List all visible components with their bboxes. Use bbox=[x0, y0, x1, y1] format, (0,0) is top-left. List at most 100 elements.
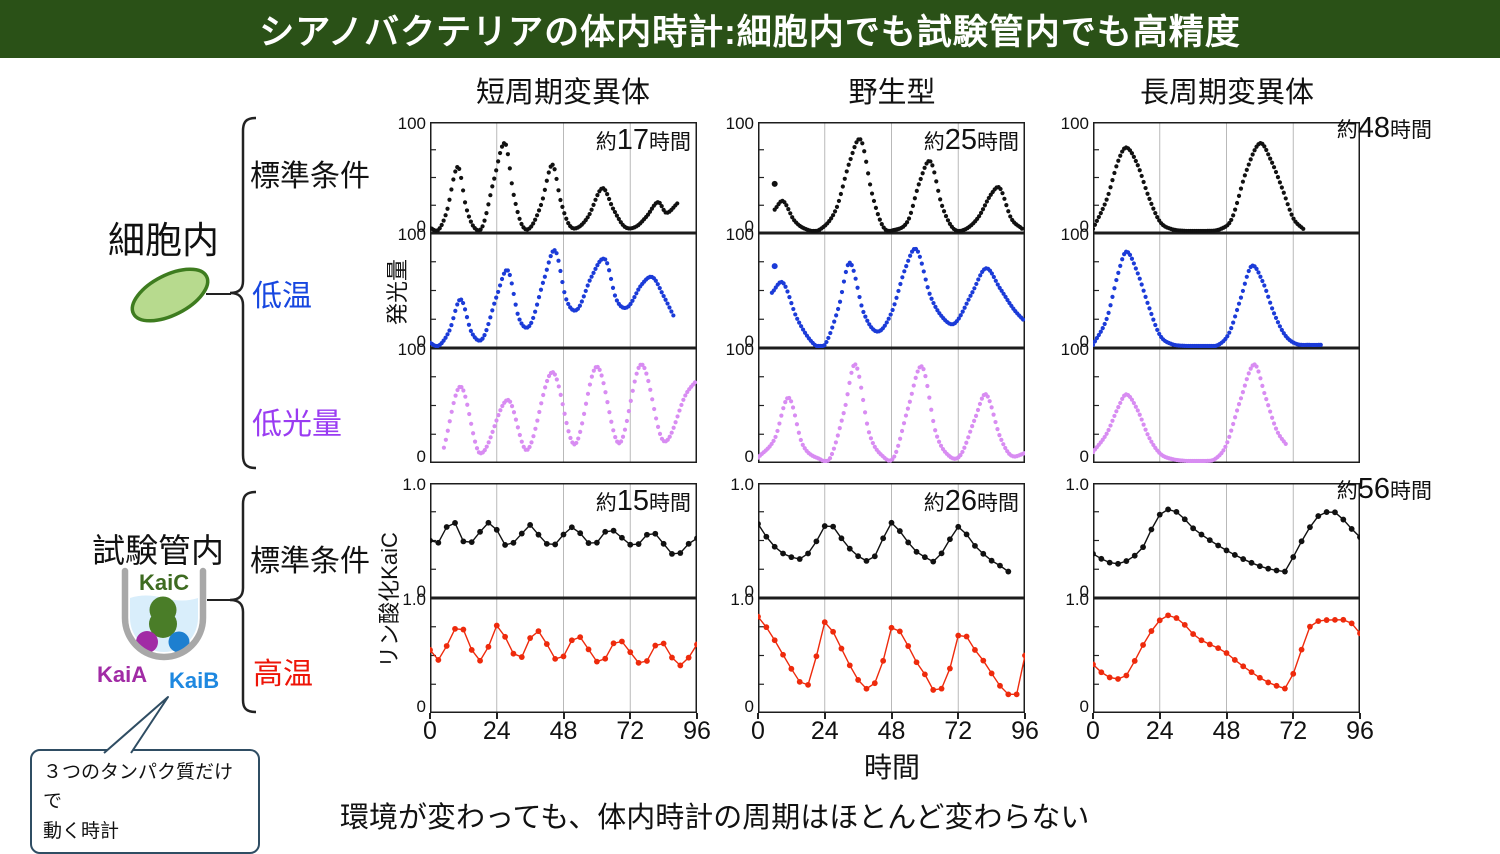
period-annotation: 約15時間 bbox=[595, 485, 691, 517]
y-tick-max: 1.0 bbox=[1065, 590, 1089, 609]
x-tick-mark bbox=[562, 713, 565, 719]
y-tick-min: 0 bbox=[744, 582, 754, 601]
y-tick-max: 100 bbox=[1060, 225, 1089, 244]
callout-line-2: 動く時計 bbox=[43, 820, 120, 842]
chart-panel-r4-c0 bbox=[427, 598, 700, 713]
callout-line-1: ３つのタンパク質だけで bbox=[43, 762, 234, 813]
y-tick-min: 0 bbox=[1079, 582, 1089, 601]
x-tick: 96 bbox=[1011, 717, 1039, 745]
y-tick-max: 1.0 bbox=[402, 590, 426, 609]
x-tick: 96 bbox=[1346, 717, 1374, 745]
x-tick: 72 bbox=[944, 717, 973, 745]
x-tick: 72 bbox=[1279, 717, 1308, 745]
chart-panel-r3-c1 bbox=[755, 483, 1025, 598]
y-tick-min: 0 bbox=[416, 447, 426, 466]
x-tick-mark bbox=[957, 713, 960, 719]
x-tick: 24 bbox=[482, 717, 511, 745]
y-tick-max: 100 bbox=[397, 225, 426, 244]
column-header-long-period: 長周期変異体 bbox=[1139, 77, 1314, 109]
page-title: シアノバクテリアの体内時計:細胞内でも試験管内でも高精度 bbox=[259, 12, 1241, 52]
chart-panel-r0-c2 bbox=[1090, 122, 1360, 234]
y-tick-max: 1.0 bbox=[1065, 475, 1089, 494]
y-tick-max: 100 bbox=[1060, 340, 1089, 359]
chart-panel-r0-c1 bbox=[758, 122, 1025, 234]
x-tick-mark bbox=[1225, 713, 1228, 719]
x-tick-mark bbox=[495, 713, 498, 719]
chart-panel-r1-c2 bbox=[1090, 233, 1360, 349]
y-tick-max: 100 bbox=[725, 114, 754, 133]
chart-panel-r3-c2 bbox=[1090, 483, 1363, 598]
x-tick-mark bbox=[429, 713, 431, 719]
chart-panel-r4-c2 bbox=[1090, 598, 1363, 713]
y-tick-min: 0 bbox=[744, 697, 754, 716]
condition-label-standard-invivo: 標準条件 bbox=[250, 160, 370, 193]
y-tick-min: 0 bbox=[744, 332, 754, 351]
y-tick-min: 0 bbox=[416, 697, 426, 716]
condition-label-standard-invitro: 標準条件 bbox=[250, 545, 370, 578]
x-tick-mark bbox=[696, 713, 698, 719]
y-tick-min: 0 bbox=[416, 332, 426, 351]
kaia-label: KaiA bbox=[97, 662, 148, 687]
chart-panel-r2-c1 bbox=[755, 348, 1027, 464]
condition-label-high-temp: 高温 bbox=[253, 658, 313, 691]
x-tick: 0 bbox=[751, 717, 765, 745]
y-tick-min: 0 bbox=[744, 217, 754, 236]
kaib-label: KaiB bbox=[169, 668, 220, 693]
y-tick-max: 100 bbox=[725, 340, 754, 359]
chart-panel-r3-c0 bbox=[427, 483, 700, 598]
x-tick: 24 bbox=[810, 717, 839, 745]
x-tick-mark bbox=[1024, 713, 1026, 719]
x-axis-label-time: 時間 bbox=[863, 752, 921, 783]
group-label-in-vitro: 試験管内 bbox=[92, 532, 224, 569]
x-tick-mark bbox=[629, 713, 632, 719]
period-annotation: 約17時間 bbox=[595, 124, 691, 156]
x-tick: 72 bbox=[616, 717, 645, 745]
x-tick-mark bbox=[1292, 713, 1295, 719]
x-tick: 48 bbox=[1212, 717, 1241, 745]
x-tick: 48 bbox=[549, 717, 578, 745]
chart-panel-r1-c1 bbox=[758, 233, 1026, 349]
x-tick-mark bbox=[1158, 713, 1161, 719]
y-tick-min: 0 bbox=[416, 582, 426, 601]
period-annotation: 約56時間 bbox=[1336, 473, 1432, 505]
x-tick-mark bbox=[1359, 713, 1361, 719]
y-tick-max: 100 bbox=[397, 114, 426, 133]
period-annotation: 約48時間 bbox=[1336, 112, 1432, 144]
y-tick-min: 0 bbox=[1079, 332, 1089, 351]
y-tick-min: 0 bbox=[1079, 217, 1089, 236]
title-bar: シアノバクテリアの体内時計:細胞内でも試験管内でも高精度 bbox=[0, 0, 1500, 58]
y-tick-min: 0 bbox=[1079, 447, 1089, 466]
x-tick: 0 bbox=[423, 717, 437, 745]
callout-three-proteins: ３つのタンパク質だけで 動く時計 bbox=[30, 749, 260, 854]
condition-label-low-light: 低光量 bbox=[252, 408, 342, 441]
column-header-wild-type: 野生型 bbox=[848, 77, 936, 109]
x-tick: 48 bbox=[877, 717, 906, 745]
group-label-in-cell: 細胞内 bbox=[108, 220, 219, 261]
x-tick: 24 bbox=[1145, 717, 1174, 745]
period-annotation: 約25時間 bbox=[923, 124, 1019, 156]
chart-panel-r2-c2 bbox=[1090, 348, 1360, 464]
y-tick-min: 0 bbox=[744, 447, 754, 466]
y-tick-min: 0 bbox=[1079, 697, 1089, 716]
x-tick: 96 bbox=[683, 717, 711, 745]
y-tick-max: 1.0 bbox=[730, 590, 754, 609]
x-tick: 0 bbox=[1086, 717, 1100, 745]
x-tick-mark bbox=[757, 713, 759, 719]
x-tick-mark bbox=[823, 713, 826, 719]
x-tick-mark bbox=[890, 713, 893, 719]
column-header-short-period: 短周期変異体 bbox=[475, 77, 650, 109]
y-tick-max: 100 bbox=[725, 225, 754, 244]
y-tick-max: 100 bbox=[1060, 114, 1089, 133]
y-tick-min: 0 bbox=[416, 217, 426, 236]
chart-panel-r1-c0 bbox=[427, 233, 697, 349]
chart-panel-r2-c0 bbox=[430, 348, 698, 463]
chart-panel-r4-c1 bbox=[755, 598, 1028, 713]
condition-label-low-temp: 低温 bbox=[252, 280, 312, 313]
chart-panel-r0-c0 bbox=[427, 122, 697, 233]
y-tick-max: 1.0 bbox=[402, 475, 426, 494]
period-annotation: 約26時間 bbox=[923, 485, 1019, 517]
footer-message: 環境が変わっても、体内時計の周期はほとんど変わらない bbox=[340, 802, 1090, 834]
y-tick-max: 100 bbox=[397, 340, 426, 359]
